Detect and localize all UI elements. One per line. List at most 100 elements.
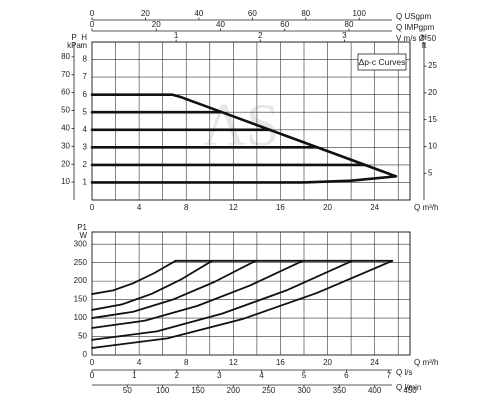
axis-tick-label: 0 xyxy=(90,9,95,18)
y-tick-label: 5 xyxy=(83,107,88,116)
curve xyxy=(91,259,257,319)
y-axis-unit: W xyxy=(79,231,87,240)
axis-tick-label: 30 xyxy=(61,141,70,150)
axis-label: Q l/s xyxy=(396,368,412,377)
y-tick-label: 250 xyxy=(74,258,88,267)
y-tick-label: 1 xyxy=(83,178,88,187)
axis-label: P xyxy=(71,33,76,42)
curve xyxy=(91,259,354,341)
x-tick-label: 4 xyxy=(137,358,142,367)
axis-tick-label: 400 xyxy=(368,386,382,395)
axis-tick-label: 0 xyxy=(90,20,95,29)
x-tick-label: 16 xyxy=(276,358,285,367)
axis-tick-label: 20 xyxy=(428,88,437,97)
curve xyxy=(90,93,398,178)
axis-tick-label: 6 xyxy=(344,371,349,380)
axis-tick-label: 60 xyxy=(280,20,289,29)
y-tick-label: 0 xyxy=(83,350,88,359)
axis-tick-label: 15 xyxy=(428,115,437,124)
axis-tick-label: 1 xyxy=(174,31,179,40)
curve xyxy=(91,259,304,329)
axis-tick-label: 0 xyxy=(90,371,95,380)
x-tick-label: 24 xyxy=(370,358,379,367)
axis-tick-label: 20 xyxy=(61,159,70,168)
axis-tick-label: 250 xyxy=(262,386,276,395)
y-tick-label: 150 xyxy=(74,295,88,304)
axis-tick-label: 3 xyxy=(217,371,222,380)
axis-tick-label: 100 xyxy=(156,386,170,395)
axis-tick-label: 150 xyxy=(191,386,205,395)
y-tick-label: 7 xyxy=(83,72,88,81)
axis-tick-label: 10 xyxy=(61,177,70,186)
x-tick-label: 4 xyxy=(137,203,142,212)
y-tick-label: 200 xyxy=(74,276,88,285)
axis-label: Q IMPgpm xyxy=(396,23,435,32)
axis-tick-label: 200 xyxy=(227,386,241,395)
x-tick-label: 0 xyxy=(90,203,95,212)
x-tick-label: 0 xyxy=(90,358,95,367)
axis-label: V m/s Ø 50 xyxy=(396,34,437,43)
axis-tick-label: 60 xyxy=(61,88,70,97)
legend-box xyxy=(357,53,407,71)
axis-tick-label: 2 xyxy=(175,371,180,380)
axis-unit: ft xyxy=(422,41,427,50)
axis-label: Q l/min xyxy=(396,383,421,392)
axis-tick-label: 20 xyxy=(141,9,150,18)
x-tick-label: 8 xyxy=(184,203,189,212)
curve xyxy=(91,259,177,295)
axis-tick-label: 450 xyxy=(403,386,417,395)
axis-tick-label: 80 xyxy=(61,52,70,61)
axis-tick-label: 350 xyxy=(333,386,347,395)
x-axis-label: Q m³/h xyxy=(414,203,438,212)
y-tick-label: 100 xyxy=(74,313,88,322)
y-tick-label: 4 xyxy=(83,125,88,134)
x-tick-label: 16 xyxy=(276,203,285,212)
x-tick-label: 20 xyxy=(323,358,332,367)
axis-label: Q USgpm xyxy=(396,12,431,21)
axis-tick-label: 40 xyxy=(194,9,203,18)
y-axis-label: H xyxy=(81,33,87,42)
axis-tick-label: 60 xyxy=(248,9,257,18)
axis-tick-label: 10 xyxy=(428,142,437,151)
axis-tick-label: 70 xyxy=(61,70,70,79)
axis-tick-label: 20 xyxy=(152,20,161,29)
axis-tick-label: 100 xyxy=(353,9,367,18)
axis-tick-label: 3 xyxy=(342,31,347,40)
y-tick-label: 6 xyxy=(83,90,88,99)
axis-tick-label: 5 xyxy=(302,371,307,380)
x-tick-label: 12 xyxy=(229,358,238,367)
curve xyxy=(90,175,398,184)
x-axis-label: Q m³/h xyxy=(414,358,438,367)
axis-tick-label: 4 xyxy=(259,371,264,380)
axis-tick-label: 40 xyxy=(216,20,225,29)
curve xyxy=(91,259,214,311)
axis-tick-label: 40 xyxy=(61,124,70,133)
y-tick-label: 50 xyxy=(78,332,87,341)
axis-tick-label: 300 xyxy=(297,386,311,395)
axis-tick-label: 2 xyxy=(258,31,263,40)
axis-tick-label: 7 xyxy=(387,371,392,380)
axis-tick-label: 80 xyxy=(345,20,354,29)
curve xyxy=(91,259,394,349)
x-tick-label: 24 xyxy=(370,203,379,212)
y-tick-label: 2 xyxy=(83,160,88,169)
y-axis-unit: m xyxy=(80,41,87,50)
axis-unit: kPa xyxy=(67,41,81,50)
axis-tick-label: 25 xyxy=(428,61,437,70)
y-tick-label: 300 xyxy=(74,239,88,248)
axis-tick-label: 1 xyxy=(132,371,137,380)
y-tick-label: 8 xyxy=(83,55,88,64)
x-tick-label: 20 xyxy=(323,203,332,212)
x-tick-label: 12 xyxy=(229,203,238,212)
axis-tick-label: 80 xyxy=(301,9,310,18)
axis-label: H xyxy=(421,33,427,42)
y-tick-label: 3 xyxy=(83,142,88,151)
axis-tick-label: 50 xyxy=(123,386,132,395)
legend-text: Δp-c Curves xyxy=(359,57,406,67)
y-axis-label: P1 xyxy=(77,223,87,232)
x-tick-label: 8 xyxy=(184,358,189,367)
axis-tick-label: 5 xyxy=(428,168,433,177)
axis-tick-label: 50 xyxy=(61,106,70,115)
